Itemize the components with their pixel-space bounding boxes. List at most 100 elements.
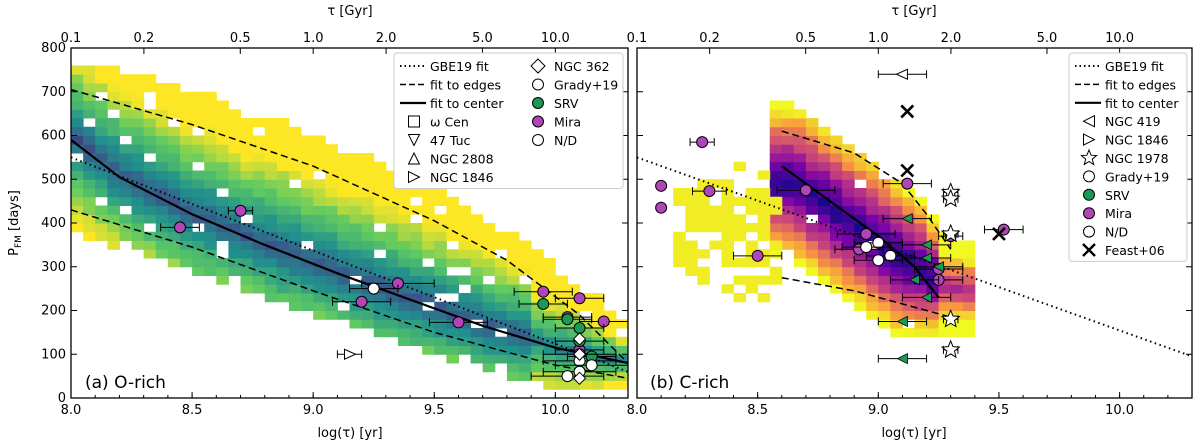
density-cell <box>301 284 314 294</box>
density-cell <box>567 380 581 390</box>
density-cell <box>914 196 928 206</box>
density-cell <box>192 170 205 180</box>
density-cell <box>519 258 532 268</box>
density-cell <box>914 328 928 338</box>
density-cell <box>216 153 229 163</box>
density-cell <box>301 188 314 198</box>
density-cell <box>264 170 278 180</box>
density-cell <box>519 301 532 311</box>
density-cell <box>878 258 891 268</box>
density-cell <box>446 345 459 355</box>
density-cell <box>361 301 375 311</box>
density-cell <box>902 310 915 320</box>
density-cell <box>890 328 903 338</box>
density-cell <box>131 100 145 110</box>
density-cell <box>458 240 472 250</box>
density-cell <box>301 249 314 259</box>
density-cell <box>107 214 120 224</box>
density-cell <box>805 249 819 259</box>
density-cell <box>890 223 903 233</box>
density-cell <box>543 354 556 364</box>
density-cell <box>962 284 976 294</box>
density-cell <box>204 179 217 189</box>
density-cell <box>179 161 193 171</box>
density-cell <box>167 109 181 119</box>
density-cell <box>866 249 879 259</box>
top-tick-label: 0.1 <box>627 31 648 46</box>
density-cell <box>470 223 484 233</box>
density-cell <box>228 258 242 268</box>
legend-purple-circle-marker <box>532 115 544 128</box>
density-cell <box>276 188 290 198</box>
density-cell <box>543 363 556 373</box>
density-cell <box>373 328 387 338</box>
density-cell <box>95 74 108 84</box>
density-cell <box>615 336 628 346</box>
density-cell <box>482 240 496 250</box>
density-cell <box>167 170 181 180</box>
density-cell <box>167 161 181 171</box>
density-cell <box>446 319 459 329</box>
density-cell <box>446 284 459 294</box>
density-cell <box>192 196 205 206</box>
density-cell <box>301 153 314 163</box>
density-cell <box>337 293 350 303</box>
density-cell <box>781 179 795 189</box>
legend-star-marker <box>1080 148 1098 166</box>
density-cell <box>854 223 867 233</box>
density-cell <box>531 363 544 373</box>
density-cell <box>830 170 843 180</box>
density-cell <box>313 258 326 268</box>
density-cell <box>781 118 795 128</box>
density-cell <box>890 266 903 276</box>
density-cell <box>95 100 108 110</box>
density-cell <box>685 266 698 276</box>
density-cell <box>204 205 217 215</box>
density-cell <box>506 240 520 250</box>
density-cell <box>361 275 375 285</box>
density-cell <box>240 161 254 171</box>
density-cell <box>458 319 472 329</box>
density-cell <box>938 249 952 259</box>
density-cell <box>337 310 350 320</box>
density-cell <box>494 266 508 276</box>
density-cell <box>866 310 879 320</box>
density-cell <box>179 109 193 119</box>
density-cell <box>434 319 447 329</box>
density-cell <box>890 319 903 329</box>
density-cell <box>878 205 891 215</box>
density-cell <box>143 161 157 171</box>
density-cell <box>591 301 605 311</box>
density-cell <box>830 249 843 259</box>
density-cell <box>252 266 266 276</box>
density-cell <box>313 293 326 303</box>
density-cell <box>192 153 205 163</box>
density-cell <box>337 240 350 250</box>
density-cell <box>902 249 915 259</box>
density-cell <box>830 188 843 198</box>
density-cell <box>107 126 120 136</box>
density-cell <box>397 214 411 224</box>
density-cell <box>252 205 266 215</box>
density-cell <box>349 310 363 320</box>
density-cell <box>842 231 855 241</box>
density-cell <box>264 284 278 294</box>
density-cell <box>301 135 314 145</box>
density-cell <box>842 196 855 206</box>
density-cell <box>131 74 145 84</box>
density-cell <box>781 188 795 198</box>
density-cell <box>603 380 617 390</box>
density-cell <box>167 258 181 268</box>
density-cell <box>228 118 242 128</box>
density-cell <box>228 214 242 224</box>
density-cell <box>95 223 108 233</box>
legend-triangle-down-marker <box>407 134 421 147</box>
density-cell <box>757 214 771 224</box>
density-cell <box>361 196 375 206</box>
density-cell <box>276 126 290 136</box>
density-cell <box>349 240 363 250</box>
density-cell <box>769 100 783 110</box>
density-cell <box>240 135 254 145</box>
density-cell <box>842 249 855 259</box>
density-cell <box>143 118 157 128</box>
